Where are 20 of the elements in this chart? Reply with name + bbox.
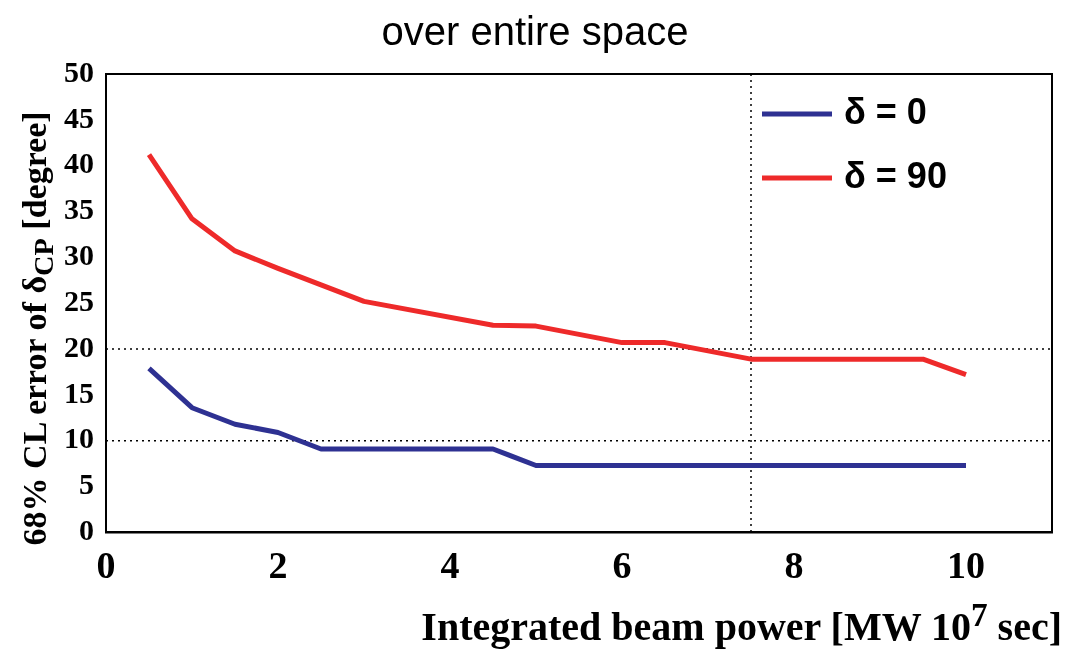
y-tick-label: 30 bbox=[64, 238, 94, 272]
y-tick-label: 25 bbox=[64, 283, 94, 317]
y-tick-label: 20 bbox=[64, 329, 94, 363]
chart-title: over entire space bbox=[380, 8, 690, 54]
legend-label: δ = 90 bbox=[844, 154, 947, 196]
x-tick-label: 2 bbox=[268, 544, 288, 587]
y-tick-label: 45 bbox=[64, 100, 94, 134]
x-tick-label: 4 bbox=[440, 544, 460, 587]
x-tick-label: 6 bbox=[612, 544, 632, 587]
y-tick-label: 40 bbox=[64, 146, 94, 180]
y-tick-label: 35 bbox=[64, 192, 94, 226]
legend-label: δ = 0 bbox=[844, 90, 927, 132]
x-tick-label: 10 bbox=[947, 544, 985, 587]
y-tick-label: 50 bbox=[64, 54, 94, 88]
y-tick-label: 5 bbox=[79, 467, 94, 501]
x-axis-title: Integrated beam power [MW 10$^{7}$ sec] bbox=[420, 596, 1062, 651]
y-tick-label: 0 bbox=[79, 513, 94, 547]
y-tick-label: 15 bbox=[64, 375, 94, 409]
y-tick-label: 10 bbox=[64, 421, 94, 455]
x-tick-label: 8 bbox=[784, 544, 804, 587]
